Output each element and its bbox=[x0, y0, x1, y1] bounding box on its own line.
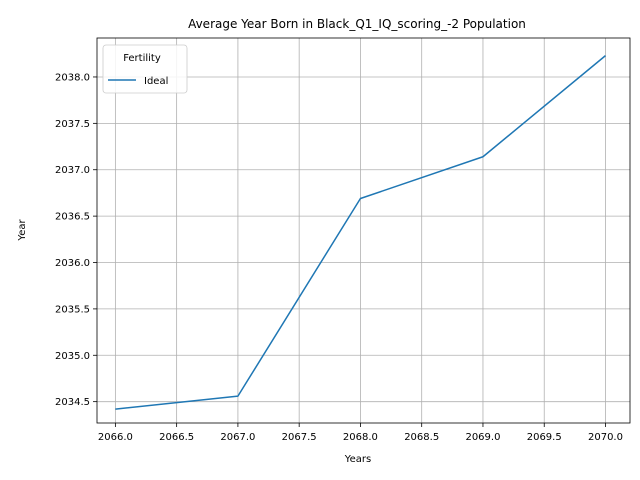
x-tick-label: 2068.0 bbox=[343, 432, 378, 443]
x-tick-label: 2066.5 bbox=[159, 432, 194, 443]
y-tick-label: 2038.0 bbox=[55, 72, 90, 83]
grid-lines bbox=[97, 38, 630, 423]
x-axis-ticks: 2066.0 2066.5 2067.0 2067.5 2068.0 2068.5 2069… bbox=[98, 423, 623, 443]
legend: Fertility Ideal bbox=[102, 44, 188, 94]
x-tick-label: 2068.5 bbox=[404, 432, 439, 443]
plot-area bbox=[97, 38, 630, 423]
y-tick-label: 2036.5 bbox=[55, 212, 90, 223]
y-tick-label: 2037.0 bbox=[55, 165, 90, 176]
legend-box bbox=[102, 44, 188, 94]
x-tick-label: 2069.5 bbox=[527, 432, 562, 443]
legend-label-ideal: Ideal bbox=[144, 76, 168, 87]
y-tick-label: 2034.5 bbox=[55, 397, 90, 408]
y-tick-label: 2035.5 bbox=[55, 304, 90, 315]
y-tick-label: 2035.0 bbox=[55, 351, 90, 362]
series-layer bbox=[115, 55, 606, 410]
chart-title: Average Year Born in Black_Q1_IQ_scoring… bbox=[188, 17, 526, 31]
x-tick-label: 2067.5 bbox=[282, 432, 317, 443]
plot-frame bbox=[96, 37, 631, 424]
x-axis-label: Years bbox=[344, 454, 371, 465]
y-tick-label: 2036.0 bbox=[55, 258, 90, 269]
x-tick-label: 2066.0 bbox=[98, 432, 133, 443]
series-line-ideal bbox=[115, 55, 606, 410]
x-tick-label: 2067.0 bbox=[220, 432, 255, 443]
y-tick-label: 2037.5 bbox=[55, 119, 90, 130]
x-tick-label: 2069.0 bbox=[465, 432, 500, 443]
legend-title: Fertility bbox=[123, 53, 161, 64]
x-tick-label: 2070.0 bbox=[588, 432, 623, 443]
y-axis-ticks: 2034.5 2035.0 2035.5 2036.0 2036.5 2037.0 2037… bbox=[55, 72, 97, 408]
y-axis-label: Year bbox=[17, 219, 28, 242]
